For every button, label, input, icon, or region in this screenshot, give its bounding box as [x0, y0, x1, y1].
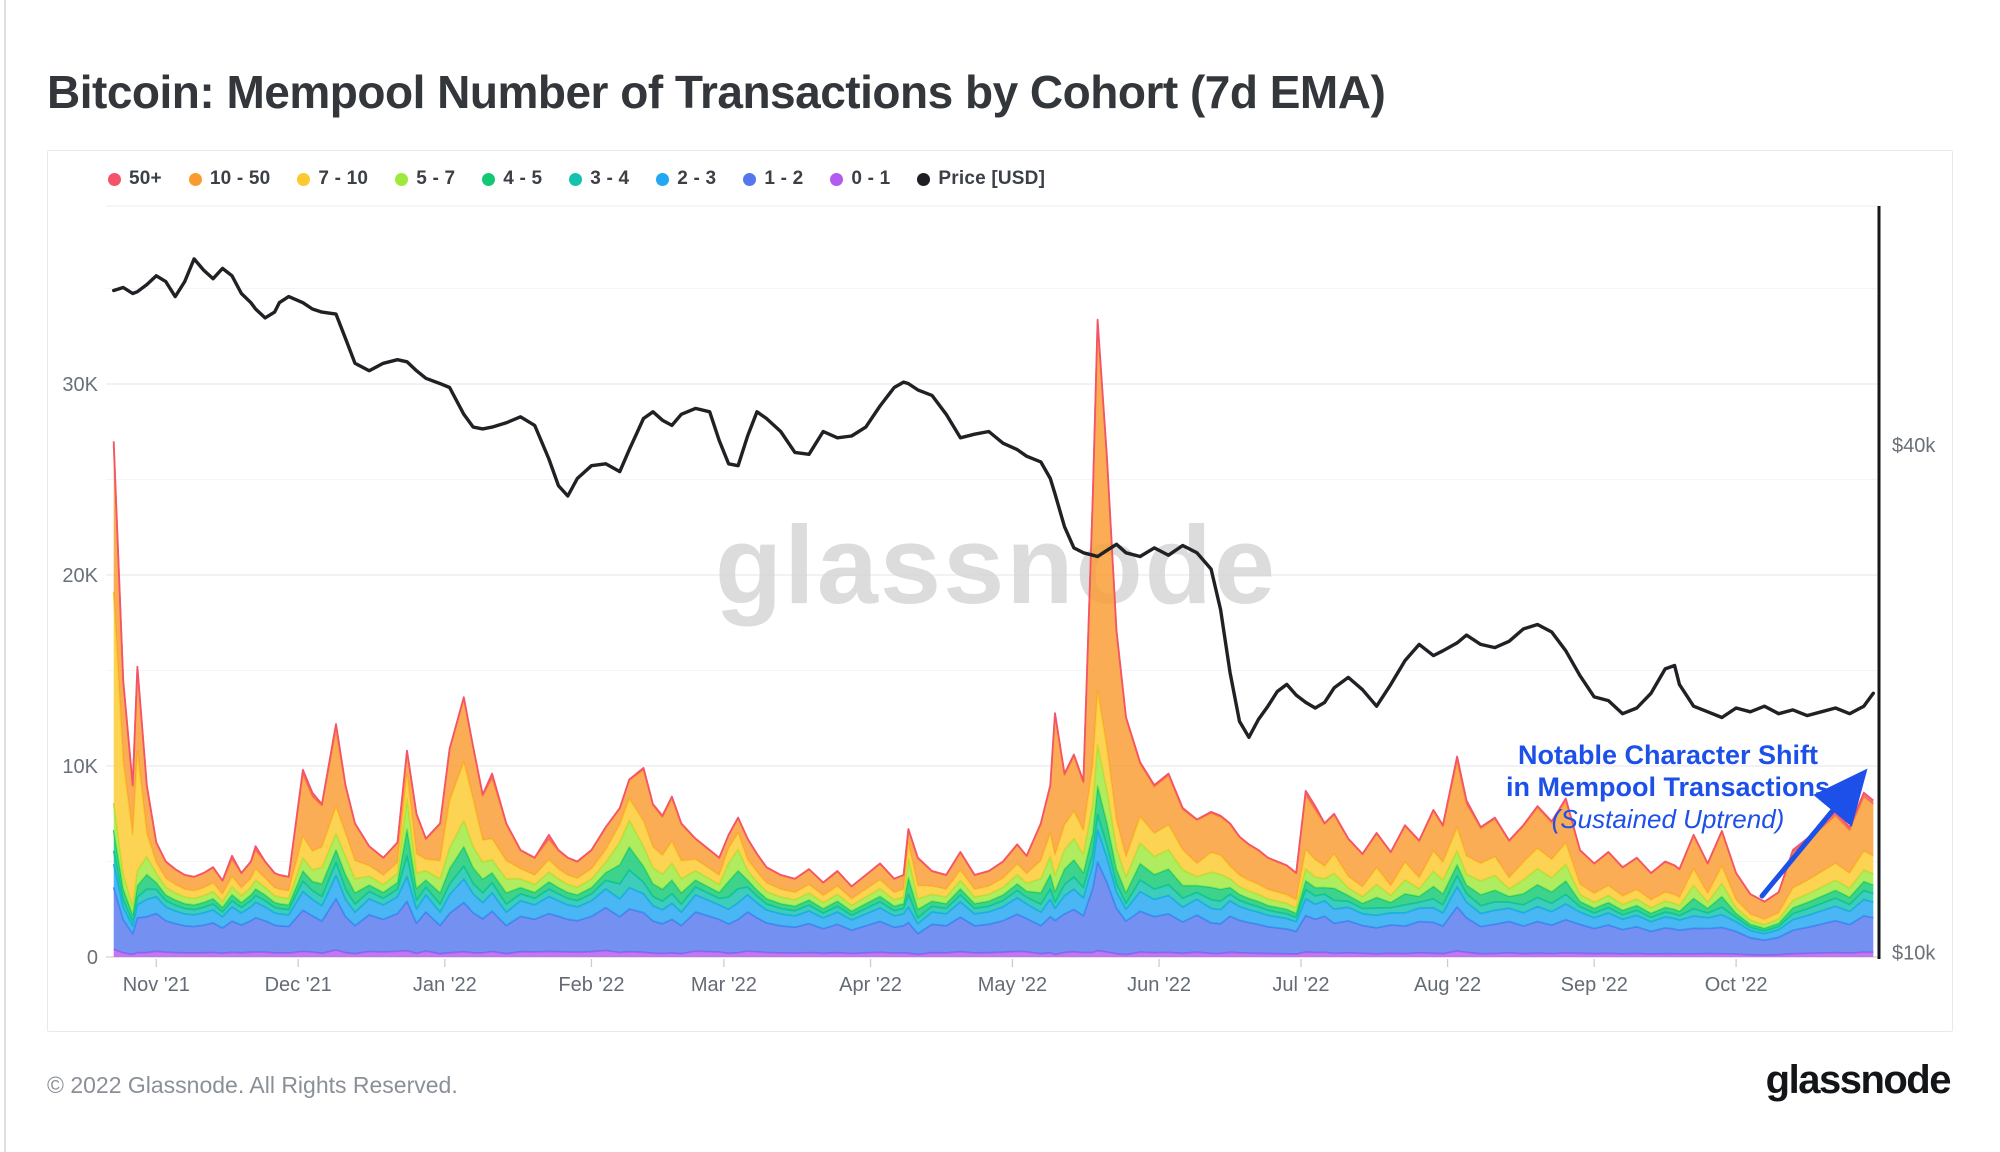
- area-band-4-5: [113, 785, 1874, 931]
- svg-text:Jan '22: Jan '22: [413, 974, 477, 996]
- svg-text:Jun '22: Jun '22: [1127, 974, 1191, 996]
- window-edge-divider: [4, 0, 6, 1152]
- svg-text:Nov '21: Nov '21: [123, 974, 190, 996]
- chart-legend: 50+ 10 - 50 7 - 10 5 - 7 4 - 5 3 - 4 2 - 3 1 - …: [108, 168, 1045, 190]
- legend-item-label: 5 - 7: [416, 168, 456, 189]
- svg-text:$10k: $10k: [1892, 943, 1936, 965]
- svg-text:10K: 10K: [62, 756, 98, 778]
- legend-item-label: 10 - 50: [209, 168, 271, 189]
- svg-text:May '22: May '22: [978, 974, 1047, 996]
- legend-item-label: Price [USD]: [938, 168, 1046, 189]
- annotation-line-3: (Sustained Uptrend): [1551, 804, 1785, 834]
- y-axis-right-labels: $40k $10k: [1892, 435, 1936, 965]
- legend-item-0-1[interactable]: 0 - 1: [830, 168, 890, 190]
- area-band-3-4: [113, 814, 1874, 934]
- legend-item-label: 50+: [129, 168, 162, 189]
- annotation-line-2: in Mempool Transactions: [1505, 772, 1831, 802]
- svg-text:Dec '21: Dec '21: [265, 974, 332, 996]
- watermark: glassnode: [715, 504, 1277, 627]
- area-band-1-2: [113, 861, 1874, 956]
- area-band-7-10: [113, 591, 1874, 925]
- legend-item-label: 3 - 4: [590, 168, 630, 189]
- svg-text:Sep '22: Sep '22: [1561, 974, 1628, 996]
- svg-text:Mar '22: Mar '22: [691, 974, 757, 996]
- stacked-area-series: [112, 318, 1874, 957]
- annotation-arrow-icon: [1759, 768, 1868, 899]
- legend-dot-icon: [743, 172, 757, 186]
- svg-text:Aug '22: Aug '22: [1414, 974, 1481, 996]
- svg-text:Apr '22: Apr '22: [839, 974, 902, 996]
- chart-card: 50+ 10 - 50 7 - 10 5 - 7 4 - 5 3 - 4 2 - 3 1 - …: [47, 150, 1953, 1032]
- legend-item-7-10[interactable]: 7 - 10: [297, 168, 368, 190]
- legend-dot-icon: [108, 172, 121, 186]
- legend-item-50+[interactable]: 50+: [108, 168, 162, 190]
- area-band-5-7: [113, 744, 1874, 929]
- svg-text:Jul '22: Jul '22: [1272, 974, 1329, 996]
- legend-item-10-50[interactable]: 10 - 50: [188, 168, 271, 190]
- legend-item-5-7[interactable]: 5 - 7: [395, 168, 455, 190]
- chart-canvas[interactable]: glassnode 0 10K 20K 30K $40k $10k Nov '21 Dec '2…: [48, 151, 1951, 1030]
- svg-text:Feb '22: Feb '22: [558, 974, 624, 996]
- area-edge: [112, 318, 1874, 903]
- brand-wordmark: glassnode: [1765, 1058, 1952, 1102]
- legend-dot-icon: [188, 172, 202, 186]
- svg-text:$40k: $40k: [1892, 435, 1936, 457]
- legend-item-2-3[interactable]: 2 - 3: [656, 168, 716, 190]
- legend-item-label: 1 - 2: [764, 168, 804, 189]
- legend-item-label: 2 - 3: [677, 168, 717, 189]
- legend-item-label: 7 - 10: [318, 168, 369, 189]
- y-axis-left-labels: 0 10K 20K 30K: [62, 374, 98, 969]
- legend-dot-icon: [297, 172, 311, 186]
- price-line: [112, 257, 1875, 739]
- legend-item-label: 4 - 5: [503, 168, 543, 189]
- page-title: Bitcoin: Mempool Number of Transactions …: [47, 65, 1386, 118]
- legend-dot-icon: [917, 172, 931, 186]
- legend-dot-icon: [830, 172, 844, 186]
- svg-text:0: 0: [87, 947, 98, 969]
- legend-dot-icon: [569, 172, 583, 186]
- legend-item-price-usd-[interactable]: Price [USD]: [917, 168, 1045, 190]
- svg-text:30K: 30K: [62, 374, 98, 396]
- legend-item-label: 0 - 1: [851, 168, 891, 189]
- area-band-10-50: [113, 322, 1874, 920]
- chart-annotation: Notable Character Shift in Mempool Trans…: [1468, 739, 1868, 835]
- legend-dot-icon: [482, 172, 496, 186]
- legend-item-1-2[interactable]: 1 - 2: [743, 168, 803, 190]
- legend-item-3-4[interactable]: 3 - 4: [569, 168, 629, 190]
- area-band-2-3: [113, 830, 1874, 941]
- legend-dot-icon: [395, 172, 409, 186]
- annotation-line-1: Notable Character Shift: [1517, 740, 1819, 770]
- legend-dot-icon: [656, 172, 670, 186]
- copyright-text: © 2022 Glassnode. All Rights Reserved.: [47, 1072, 458, 1098]
- svg-text:20K: 20K: [62, 565, 98, 587]
- legend-item-4-5[interactable]: 4 - 5: [482, 168, 542, 190]
- svg-text:Oct '22: Oct '22: [1705, 974, 1768, 996]
- x-axis-labels: Nov '21 Dec '21 Jan '22 Feb '22 Mar '22 Apr '…: [123, 959, 1768, 996]
